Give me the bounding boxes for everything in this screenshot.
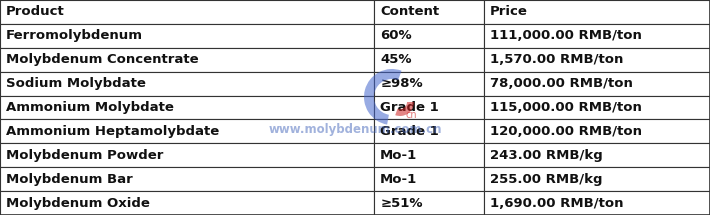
Text: Mo-1: Mo-1 <box>380 149 417 162</box>
Bar <box>0 72 374 95</box>
Text: 78,000.00 RMB/ton: 78,000.00 RMB/ton <box>490 77 633 90</box>
Bar <box>374 24 484 48</box>
Text: cn: cn <box>406 110 417 120</box>
Text: Molybdenum Powder: Molybdenum Powder <box>6 149 163 162</box>
Text: Product: Product <box>6 5 65 18</box>
Text: 243.00 RMB/kg: 243.00 RMB/kg <box>490 149 603 162</box>
Text: Ammonium Molybdate: Ammonium Molybdate <box>6 101 174 114</box>
Bar <box>484 72 710 95</box>
Bar <box>484 0 710 24</box>
Text: Molybdenum Concentrate: Molybdenum Concentrate <box>6 53 199 66</box>
Bar <box>0 0 374 24</box>
Text: Sodium Molybdate: Sodium Molybdate <box>6 77 146 90</box>
Bar <box>0 24 374 48</box>
Text: ≥51%: ≥51% <box>380 197 422 210</box>
Bar <box>374 167 484 191</box>
Text: Content: Content <box>380 5 439 18</box>
Bar <box>374 0 484 24</box>
Text: Molybdenum Bar: Molybdenum Bar <box>6 173 133 186</box>
Wedge shape <box>395 102 414 116</box>
Text: 120,000.00 RMB/ton: 120,000.00 RMB/ton <box>490 125 643 138</box>
Bar <box>374 48 484 72</box>
Text: ≥98%: ≥98% <box>380 77 422 90</box>
Bar <box>374 120 484 143</box>
Bar <box>0 95 374 120</box>
Text: Price: Price <box>490 5 528 18</box>
Bar <box>484 167 710 191</box>
Bar <box>484 48 710 72</box>
Bar <box>0 167 374 191</box>
Bar <box>374 143 484 167</box>
Text: 1,690.00 RMB/ton: 1,690.00 RMB/ton <box>490 197 623 210</box>
Wedge shape <box>364 69 402 124</box>
Text: Ferromolybdenum: Ferromolybdenum <box>6 29 143 42</box>
Bar <box>484 95 710 120</box>
Bar <box>0 143 374 167</box>
Text: Grade 1: Grade 1 <box>380 101 439 114</box>
Bar <box>374 72 484 95</box>
Text: www.molybdenum.com.cn: www.molybdenum.com.cn <box>268 123 442 135</box>
Bar <box>0 191 374 215</box>
Text: 45%: 45% <box>380 53 412 66</box>
Bar <box>484 120 710 143</box>
Bar <box>484 191 710 215</box>
Bar <box>374 95 484 120</box>
Bar <box>0 48 374 72</box>
Text: 111,000.00 RMB/ton: 111,000.00 RMB/ton <box>490 29 642 42</box>
Text: Molybdenum Oxide: Molybdenum Oxide <box>6 197 150 210</box>
Text: 115,000.00 RMB/ton: 115,000.00 RMB/ton <box>490 101 642 114</box>
Text: Ammonium Heptamolybdate: Ammonium Heptamolybdate <box>6 125 219 138</box>
Bar <box>484 143 710 167</box>
Bar <box>0 120 374 143</box>
Text: Mo-1: Mo-1 <box>380 173 417 186</box>
Text: 1,570.00 RMB/ton: 1,570.00 RMB/ton <box>490 53 623 66</box>
Bar <box>374 191 484 215</box>
Text: Grade 1: Grade 1 <box>380 125 439 138</box>
Text: 255.00 RMB/kg: 255.00 RMB/kg <box>490 173 603 186</box>
Bar <box>484 24 710 48</box>
Text: 60%: 60% <box>380 29 412 42</box>
